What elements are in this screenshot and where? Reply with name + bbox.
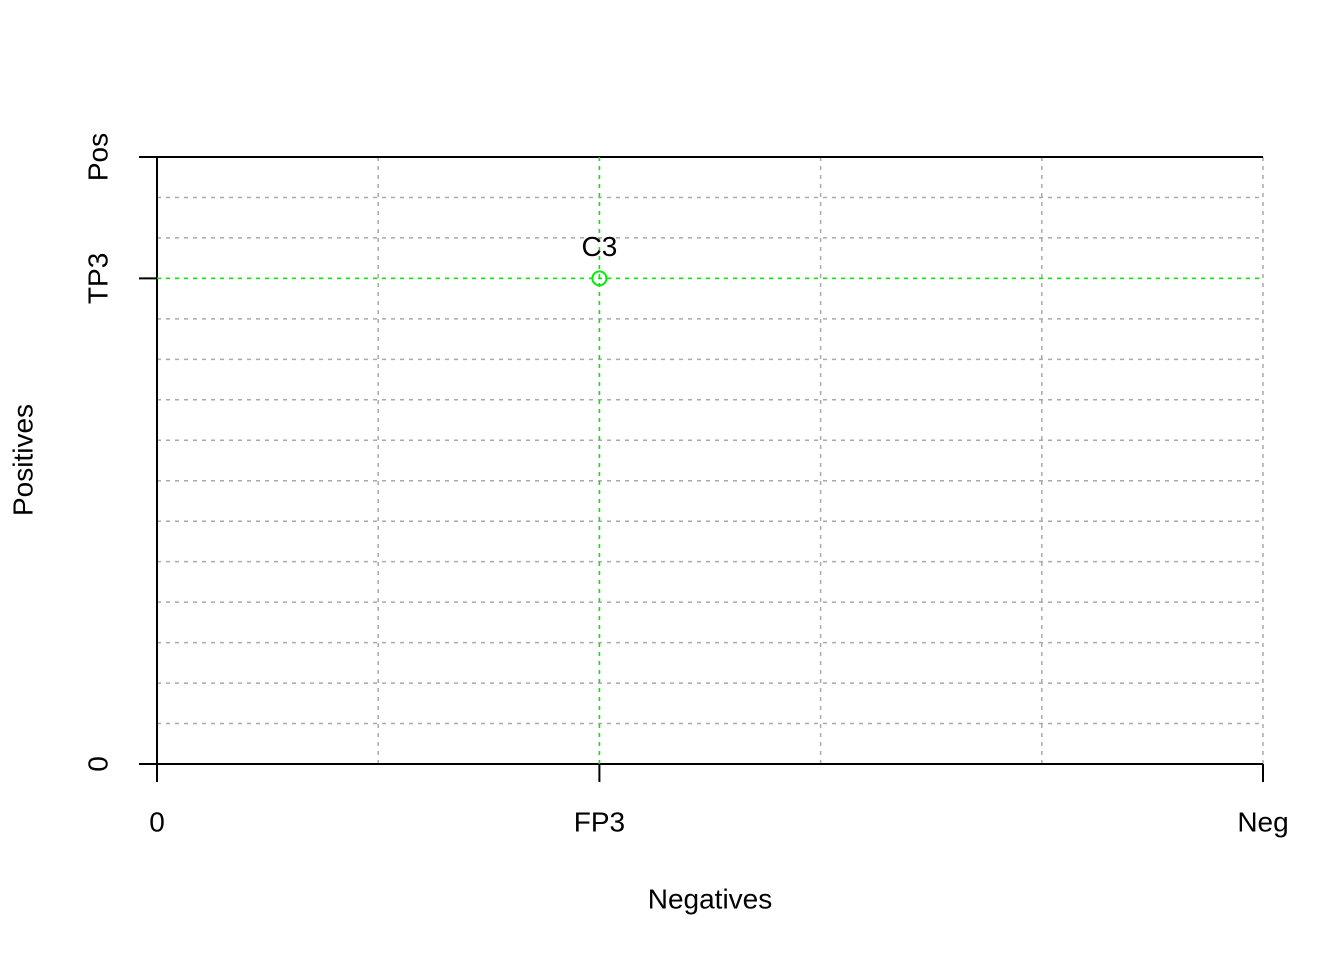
point-label: C3 (582, 231, 618, 262)
y-axis-label: Positives (7, 404, 38, 516)
point (591, 270, 608, 287)
x-tick-label: Neg (1237, 806, 1288, 837)
x-tick-label: 0 (149, 806, 165, 837)
y-tick-label: TP3 (82, 253, 113, 304)
y-tick-label: Pos (82, 133, 113, 181)
y-tick-label: 0 (82, 756, 113, 772)
x-tick-label: FP3 (574, 806, 625, 837)
x-axis-label: Negatives (648, 883, 773, 914)
